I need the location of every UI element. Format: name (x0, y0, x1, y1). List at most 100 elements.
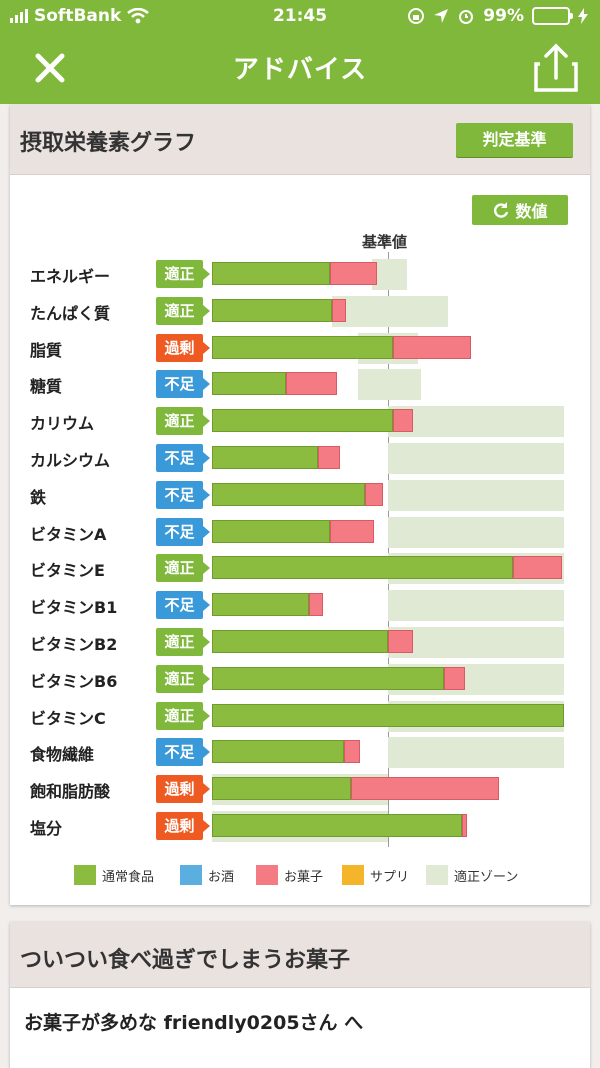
optimal-zone (388, 590, 564, 622)
food-segment (212, 666, 445, 690)
charging-icon (578, 8, 588, 24)
intake-bar (212, 556, 563, 580)
intake-bar (212, 446, 341, 469)
legend-label: お菓子 (284, 869, 324, 885)
status-badge: 適正 (156, 554, 210, 583)
optimal-zone (388, 627, 564, 658)
status-badge: 不足 (156, 444, 210, 472)
nutrient-name: 脂質 (30, 340, 63, 360)
snack-segment (329, 262, 378, 285)
status-badge: 過剰 (156, 775, 210, 804)
snack-segment (388, 630, 413, 653)
nutrient-row: 糖質 不足 (10, 366, 590, 403)
intake-bar (212, 482, 383, 506)
snack-segment (512, 556, 563, 580)
food-segment (212, 703, 564, 727)
nutrient-name: カルシウム (30, 451, 111, 470)
nutrient-row: たんぱく質 適正 (10, 293, 590, 330)
nutrient-row: ビタミンB1 不足 (10, 587, 590, 624)
status-badge: 適正 (156, 260, 210, 288)
food-segment (212, 630, 388, 653)
food-segment (212, 335, 394, 359)
number-toggle-label: 数値 (515, 202, 548, 221)
intake-bar (212, 703, 564, 727)
refresh-icon (494, 202, 509, 218)
nutrient-row: カルシウム 不足 (10, 440, 590, 477)
close-icon[interactable] (28, 46, 72, 90)
intake-bar (212, 777, 499, 801)
criteria-button[interactable]: 判定基準 (456, 123, 573, 157)
nutrient-row: ビタミンA 不足 (10, 514, 590, 551)
snack-segment (285, 372, 337, 396)
intake-bar (212, 372, 337, 396)
status-badge: 不足 (156, 480, 210, 509)
snack-segment (351, 777, 499, 801)
legend-item: お菓子 (256, 865, 323, 885)
carrier: SoftBank (34, 6, 122, 26)
legend-label: お酒 (208, 869, 235, 885)
intake-bar (212, 519, 374, 543)
snack-card-header: ついつい食べ過ぎでしまうお菓子 (10, 922, 590, 988)
nutrient-name: ビタミンA (30, 524, 107, 544)
optimal-zone (372, 259, 408, 290)
chart-legend: 通常食品 お酒 お菓子 サプリ 適正ゾーン (74, 865, 574, 889)
food-segment (212, 593, 309, 617)
intake-bar (212, 666, 466, 690)
status-badge: 適正 (156, 664, 210, 693)
snack-card-title: ついつい食べ過ぎでしまうお菓子 (20, 948, 351, 973)
snack-segment (329, 519, 374, 543)
nutrient-row: エネルギー 適正 (10, 256, 590, 293)
food-segment (212, 372, 286, 396)
nutrient-chart: 基準値 エネルギー 適正 たんぱく質 適正 脂質 過剰 糖質 不足 カリウム 適正 カルシウム 不足鉄… (10, 105, 590, 905)
battery-percent: 99% (483, 6, 524, 26)
top-bar: SoftBank 21:45 99% アドバイス (0, 0, 600, 104)
optimal-zone (388, 737, 564, 769)
alarm-icon (459, 10, 474, 24)
nutrient-row: 塩分 過剰 (10, 808, 590, 845)
clock: 21:45 (272, 6, 328, 26)
nutrient-name: ビタミンB1 (30, 598, 118, 618)
snack-segment (331, 298, 346, 322)
legend-item: 通常食品 (74, 865, 154, 885)
share-icon[interactable] (532, 42, 580, 94)
battery-icon (532, 7, 573, 25)
snack-segment (344, 740, 360, 764)
snack-segment (393, 335, 471, 359)
optimal-zone (388, 406, 564, 438)
status-badge: 過剰 (156, 812, 210, 840)
nutrient-name: エネルギー (30, 267, 111, 286)
optimal-zone (331, 295, 448, 327)
card-title: 摂取栄養素グラフ (20, 131, 197, 156)
intake-bar (212, 814, 468, 837)
legend-label: サプリ (370, 869, 410, 885)
intake-bar (212, 740, 360, 764)
page-title: アドバイス (232, 55, 368, 85)
food-segment (212, 446, 318, 469)
food-segment (212, 777, 352, 801)
optimal-zone (388, 479, 564, 511)
intake-bar (212, 335, 471, 359)
legend-swatch (426, 865, 448, 885)
status-badge: 不足 (156, 738, 210, 767)
intake-bar (212, 593, 323, 617)
optimal-zone (388, 443, 564, 474)
legend-swatch (74, 865, 96, 885)
nutrient-row: 脂質 過剰 (10, 330, 590, 367)
intake-bar (212, 298, 346, 322)
nutrient-graph-card: 摂取栄養素グラフ 判定基準 数値 基準値 エネルギー 適正 たんぱく質 適正 脂質 過剰糖… (10, 105, 590, 905)
food-segment (212, 814, 462, 837)
intake-bar (212, 409, 413, 433)
food-segment (212, 262, 330, 285)
food-segment (212, 519, 330, 543)
baseline-label: 基準値 (362, 233, 408, 251)
nutrient-row: ビタミンC 適正 (10, 698, 590, 735)
nutrient-row: カリウム 適正 (10, 403, 590, 440)
legend-label: 通常食品 (102, 869, 155, 885)
location-icon (434, 9, 449, 23)
nutrient-name: ビタミンC (30, 708, 106, 728)
status-badge: 適正 (156, 628, 210, 656)
status-badge: 不足 (156, 517, 210, 546)
nutrient-name: 飽和脂肪酸 (30, 782, 111, 802)
optimal-zone (358, 369, 422, 401)
number-toggle-button[interactable]: 数値 (472, 195, 568, 225)
